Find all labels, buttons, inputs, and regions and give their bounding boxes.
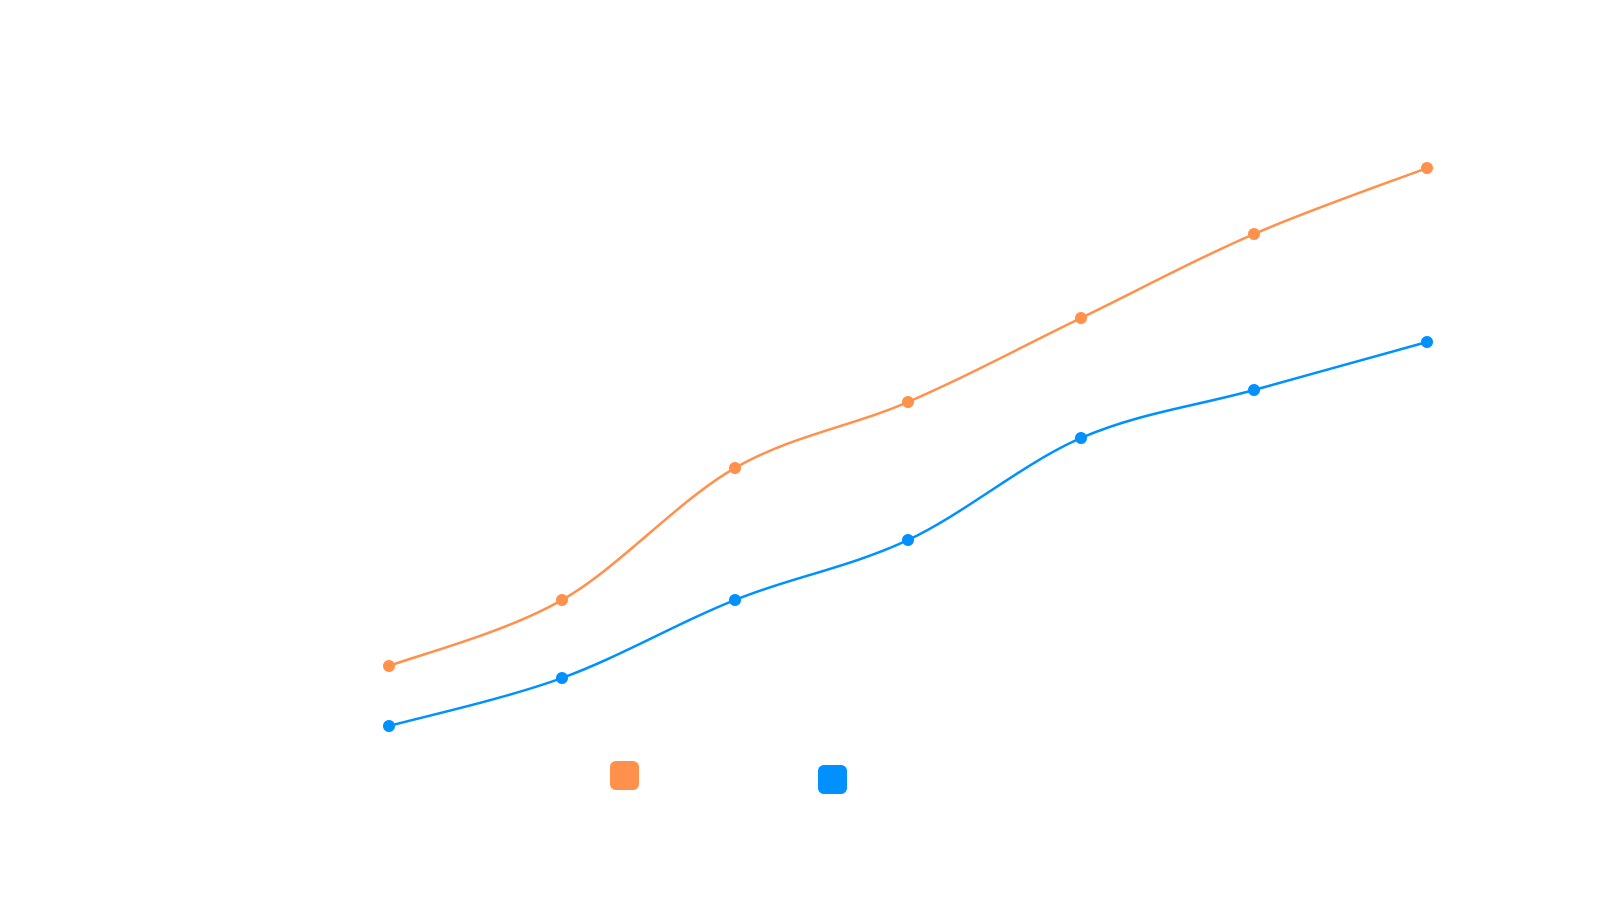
data-point-0-4 <box>1075 312 1087 324</box>
data-point-1-3 <box>902 534 914 546</box>
data-point-1-1 <box>556 672 568 684</box>
data-point-1-5 <box>1248 384 1260 396</box>
data-point-0-5 <box>1248 228 1260 240</box>
series-line-0 <box>388 166 1428 668</box>
data-point-0-2 <box>729 462 741 474</box>
data-point-0-6 <box>1421 162 1433 174</box>
data-point-0-0 <box>383 660 395 672</box>
legend-swatch-1[interactable] <box>818 765 847 794</box>
data-point-1-4 <box>1075 432 1087 444</box>
data-point-0-3 <box>902 396 914 408</box>
data-point-0-1 <box>556 594 568 606</box>
legend-swatch-0[interactable] <box>610 761 639 790</box>
legend <box>610 761 847 794</box>
data-point-1-0 <box>383 720 395 732</box>
data-point-1-6 <box>1421 336 1433 348</box>
data-point-1-2 <box>729 594 741 606</box>
